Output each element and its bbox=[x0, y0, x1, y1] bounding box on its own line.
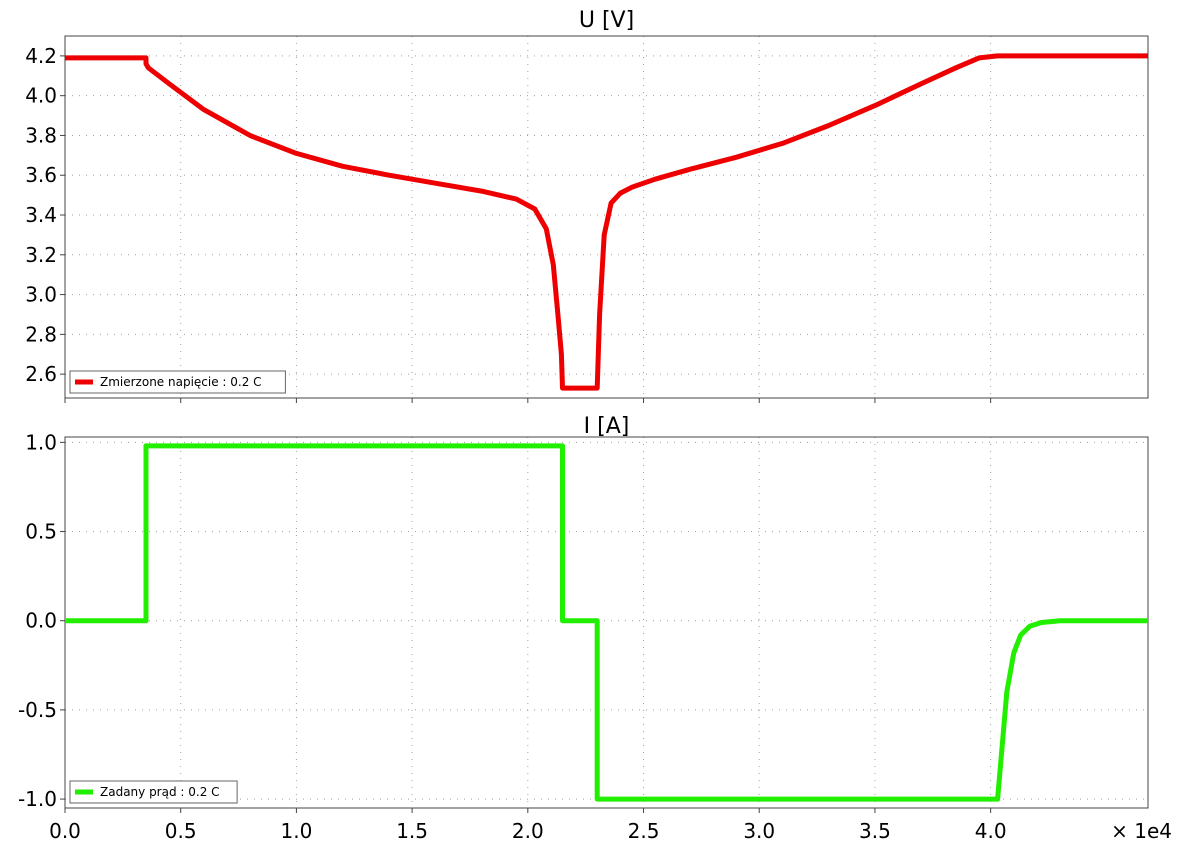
y-tick-label: 2.8 bbox=[25, 322, 57, 346]
legend-label: Zmierzone napięcie : 0.2 C bbox=[100, 375, 262, 389]
current-panel: I [A] 1.0 0.5 0.0 -0.5 -1.0 0.0 0.5 1.0 1.5 2.0 2.5… bbox=[18, 414, 1172, 843]
y-tick-label: 3.4 bbox=[25, 203, 57, 227]
y-tick-label: 2.6 bbox=[25, 362, 57, 386]
y-tick-label: -1.0 bbox=[18, 787, 57, 811]
y-tick-label: 3.0 bbox=[25, 283, 57, 307]
x-tick-label: 0.0 bbox=[49, 819, 81, 843]
series-line bbox=[65, 443, 1148, 802]
x-tick-label: 2.0 bbox=[512, 819, 544, 843]
x-tick-label: 3.0 bbox=[743, 819, 775, 843]
x-tick-label: 0.5 bbox=[165, 819, 197, 843]
x-tick-label: 4.0 bbox=[975, 819, 1007, 843]
y-tick-label: 3.2 bbox=[25, 243, 57, 267]
chart-title: U [V] bbox=[579, 8, 634, 33]
series-line bbox=[65, 53, 1148, 391]
y-tick-label: -0.5 bbox=[18, 698, 57, 722]
legend-box bbox=[69, 780, 238, 804]
voltage-panel: U [V] 4.2 4.0 3.8 3.6 3.4 3.2 3.0 2.8 2.6 Zmierzon… bbox=[25, 8, 1149, 403]
y-tick-label: 3.8 bbox=[25, 123, 57, 147]
x-tick-label: 1.5 bbox=[396, 819, 428, 843]
plot-frame bbox=[64, 436, 1149, 809]
x-tick-label: 2.5 bbox=[628, 819, 660, 843]
y-tick-label: 4.0 bbox=[25, 84, 57, 108]
y-tick-label: 0.5 bbox=[25, 520, 57, 544]
legend-label: Zadany prąd : 0.2 C bbox=[100, 785, 220, 799]
y-tick-label: 3.6 bbox=[25, 163, 57, 187]
y-tick-label: 0.0 bbox=[25, 609, 57, 633]
plot-frame bbox=[64, 35, 1149, 399]
chart-title: I [A] bbox=[584, 414, 630, 439]
legend-box bbox=[69, 370, 286, 394]
y-tick-label: 4.2 bbox=[25, 44, 57, 68]
x-tick-label: 3.5 bbox=[859, 819, 891, 843]
x-tick-label: 1.0 bbox=[281, 819, 313, 843]
y-tick-label: 1.0 bbox=[25, 430, 57, 454]
x-scale-label: × 1e4 bbox=[1111, 819, 1172, 843]
